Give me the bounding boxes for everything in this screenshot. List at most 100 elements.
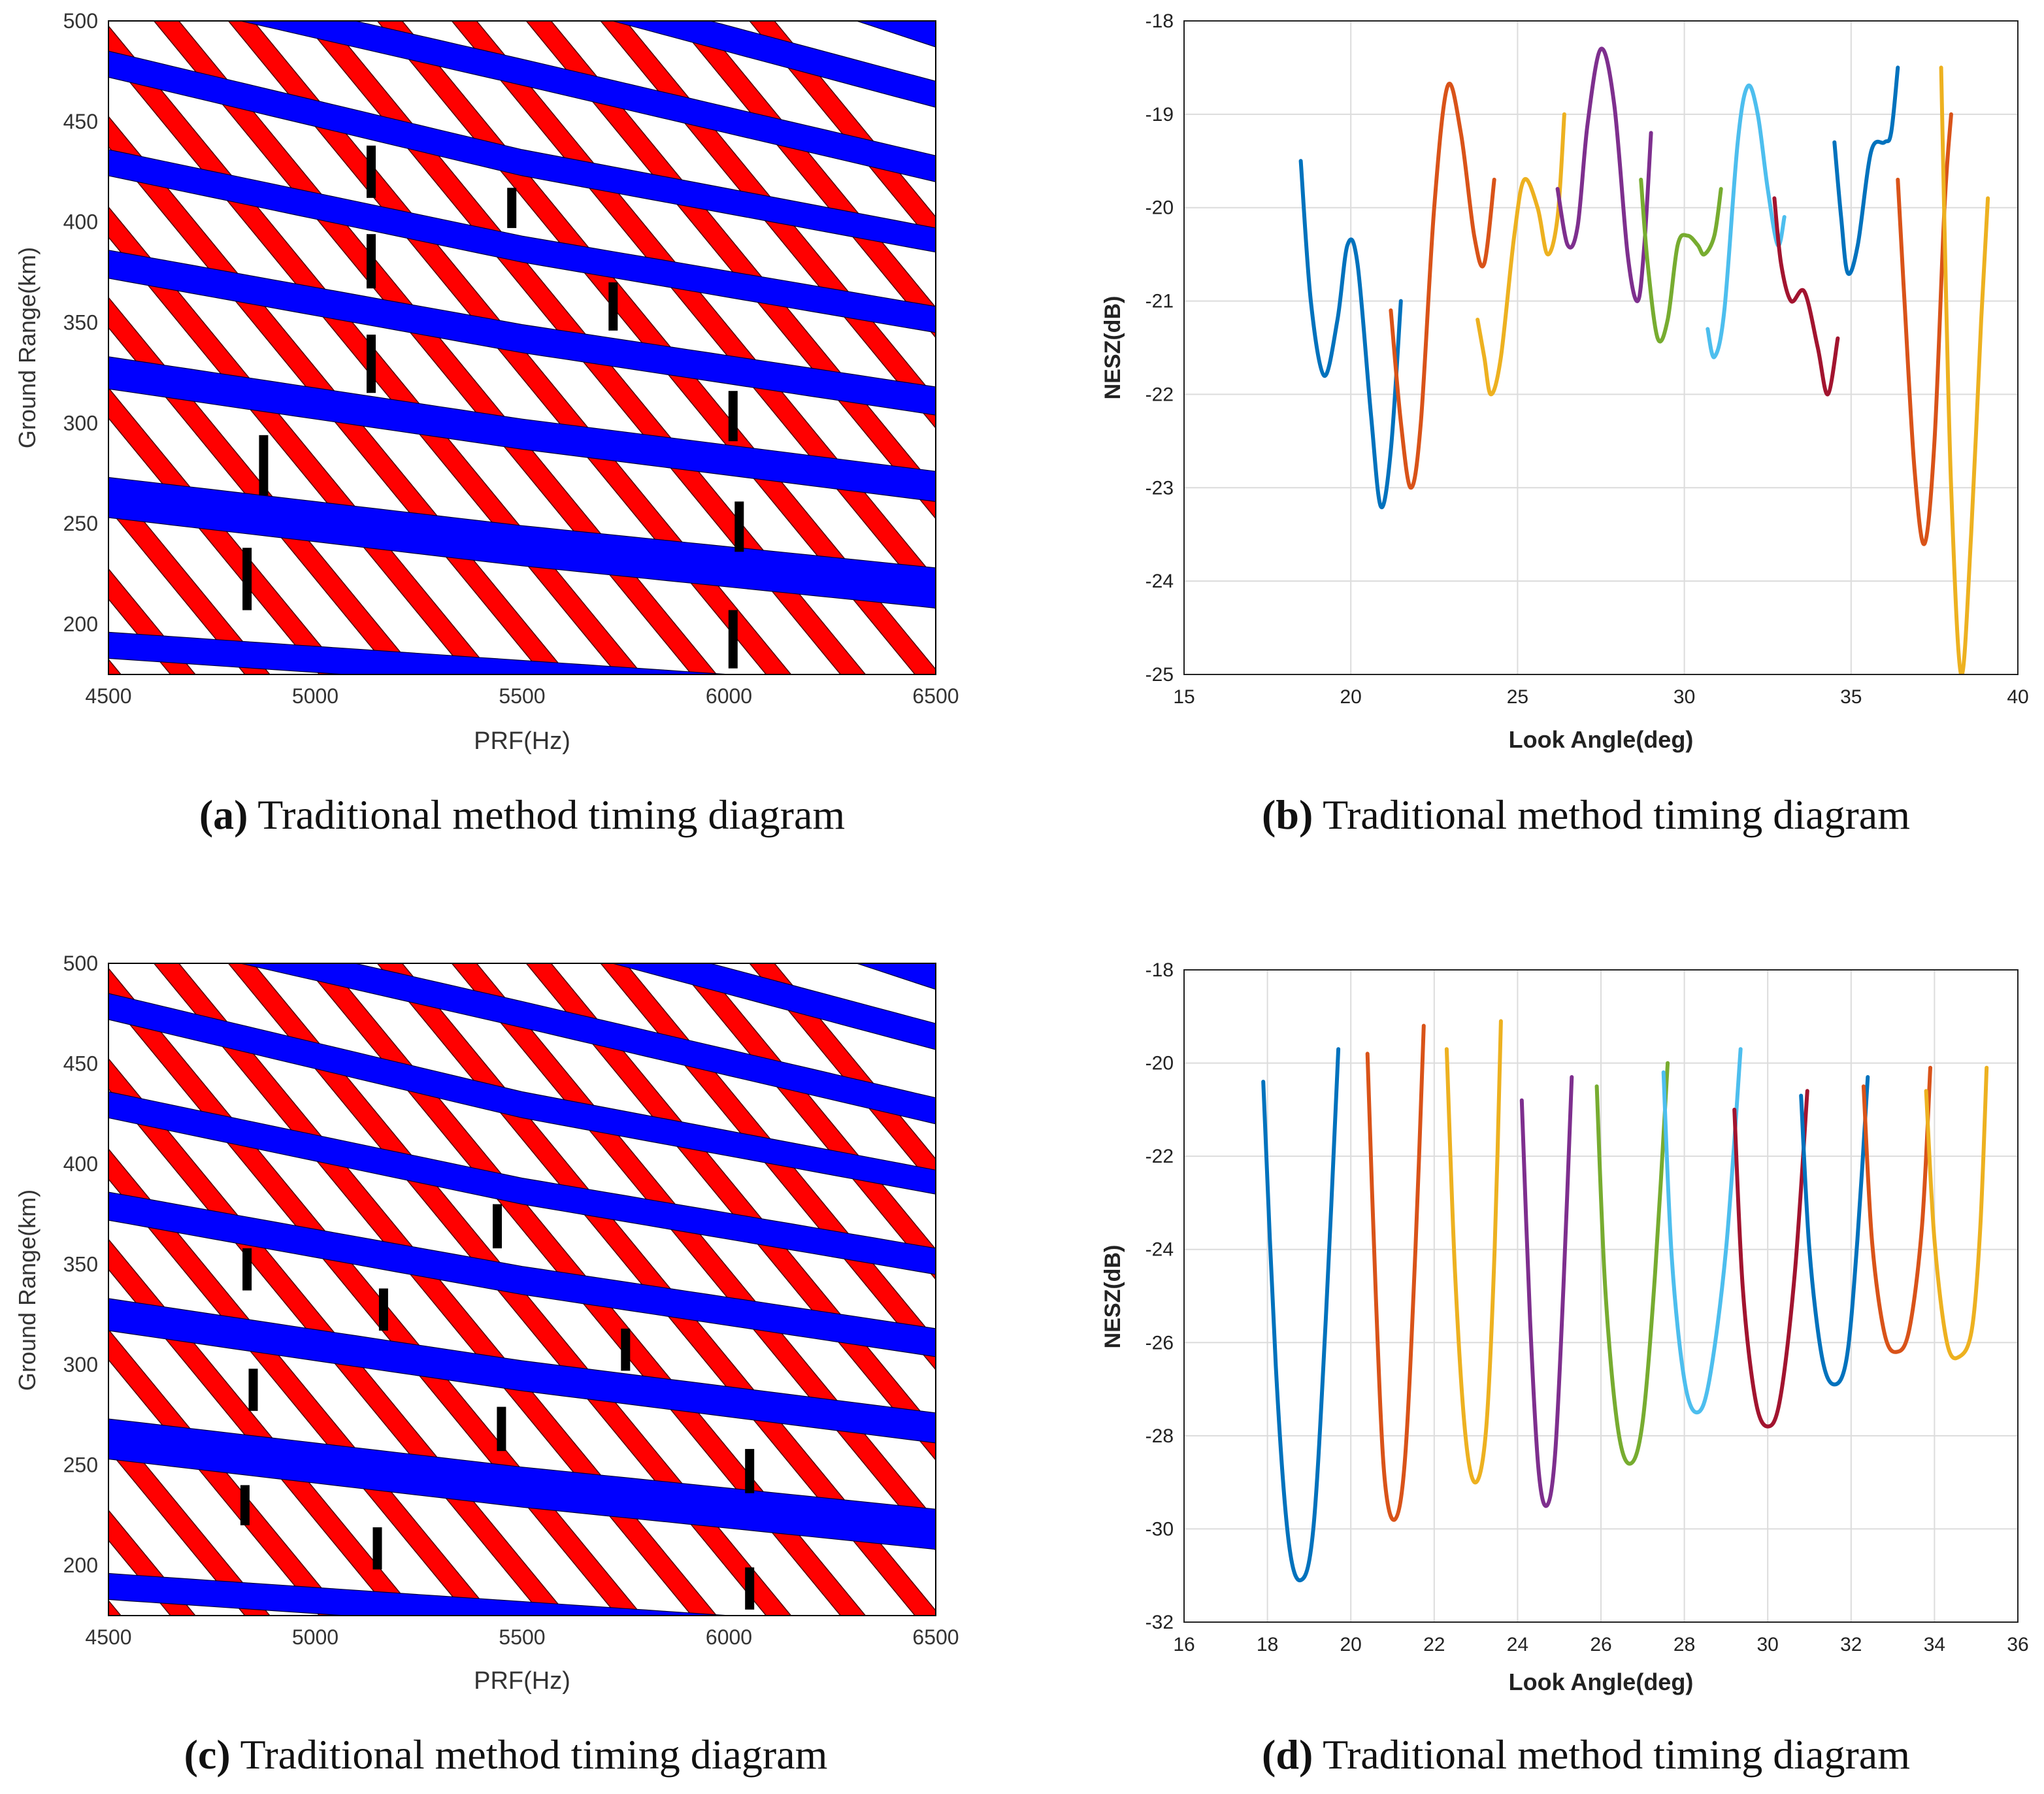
selection-marker-a-5 [367,145,376,198]
x-tick-b-15: 15 [1173,686,1195,708]
selection-marker-c-4 [372,1527,382,1570]
nadir-stripe-a-6 [108,206,494,674]
selection-marker-a-9 [728,391,738,442]
x-axis-label-d: Look Angle(deg) [1509,1669,1694,1695]
nadir-stripe-c-8 [108,967,643,1616]
series-d-beam-8 [1799,1075,1870,1387]
y-tick-b--24: -24 [1146,571,1174,592]
eclipse-band-c-6 [108,993,936,1195]
x-tick-d-20: 20 [1340,1634,1362,1655]
caption-b: (b) Traditional method timing diagram [1262,791,1910,838]
series-d [1261,1019,1989,1583]
y-tick-c-400: 400 [63,1152,98,1176]
axes-frame-d [1183,969,2019,1623]
y-tick-d--26: -26 [1146,1332,1174,1354]
y-tick-b--20: -20 [1146,197,1174,219]
x-tick-c-6500: 6500 [912,1625,959,1649]
selection-marker-c-8 [621,1328,631,1371]
series-d-beam-10 [1924,1065,1989,1361]
caption-letter-a: (a) [199,791,248,838]
x-axis-label-c: PRF(Hz) [474,1667,570,1695]
plot-area-b [1184,21,2018,674]
series-b-beam-1 [1298,159,1403,510]
selection-marker-a-1 [242,548,252,610]
eclipse-band-a-8 [610,21,936,108]
y-tick-d--32: -32 [1146,1612,1174,1633]
eclipse-band-a-9 [855,21,936,48]
nadir-stripe-a-9 [153,21,717,674]
series-b-beam-10 [1939,65,1990,674]
y-tick-c-300: 300 [63,1353,98,1376]
nadir-stripe-a-1 [108,658,122,674]
x-tick-d-34: 34 [1924,1634,1945,1655]
selection-marker-a-7 [608,282,618,331]
nadir-stripe-a-2 [108,568,196,674]
eclipse-band-c-8 [610,963,936,1050]
x-tick-a-5000: 5000 [292,684,338,708]
x-tick-d-22: 22 [1423,1634,1445,1655]
x-tick-a-6000: 6000 [706,684,752,708]
selection-marker-c-9 [745,1449,755,1493]
y-tick-a-450: 450 [63,110,98,133]
series-d-beam-3 [1444,1019,1503,1485]
eclipse-band-a-5 [108,149,936,333]
eclipse-band-a-1 [108,631,735,674]
nadir-stripe-c-3 [108,1419,271,1616]
x-tick-c-5500: 5500 [499,1625,545,1649]
nadir-stripe-a-16 [674,21,936,339]
series-d-beam-6 [1661,1047,1743,1415]
ticks-c: 4500 5000 5500 6000 6500 200 250 300 350 400 450 50… [63,952,959,1649]
caption-letter-d: (d) [1262,1731,1313,1778]
panel-b: 15 20 25 30 35 40 -25 -24 -23 -22 -21 -20 -19 -18 Loo… [1100,10,2029,838]
x-axis-label-b: Look Angle(deg) [1509,726,1694,753]
caption-d: (d) Traditional method timing diagram [1262,1731,1910,1778]
series-b-beam-4 [1555,46,1653,303]
nadir-stripe-c-9 [153,963,717,1616]
caption-text-b: Traditional method timing diagram [1323,791,1910,838]
y-tick-c-250: 250 [63,1453,98,1477]
series-b-beam-8 [1832,65,1900,276]
selection-marker-a-2 [259,435,269,496]
ticks-b: 15 20 25 30 35 40 -25 -24 -23 -22 -21 -20 -19 -18 [1146,10,2029,708]
series-b-beam-5 [1639,177,1723,344]
x-tick-d-36: 36 [2007,1634,2028,1655]
eclipse-band-a-3 [108,356,936,503]
eclipse-band-a-2 [108,476,936,609]
eclipse-band-c-9 [855,963,936,990]
x-tick-a-4500: 4500 [85,684,131,708]
nadir-stripe-c-16 [674,963,936,1280]
eclipse-band-c-7 [239,963,936,1125]
x-tick-b-30: 30 [1673,686,1695,708]
x-tick-c-4500: 4500 [85,1625,131,1649]
y-tick-d--24: -24 [1146,1239,1174,1261]
y-tick-a-500: 500 [63,9,98,33]
y-tick-b--23: -23 [1146,477,1174,499]
x-tick-a-6500: 6500 [912,684,959,708]
eclipse-band-c-4 [108,1191,936,1357]
selection-marker-a-8 [728,610,738,669]
series-b-beam-7 [1772,196,1840,397]
y-axis-label-d: NESZ(dB) [1100,1245,1125,1349]
y-tick-a-400: 400 [63,210,98,234]
y-axis-label-a: Ground Range(km) [14,247,41,448]
y-tick-d--22: -22 [1146,1146,1174,1167]
axes-frame-a [108,20,936,675]
series-d-beam-9 [1861,1065,1932,1354]
y-tick-b--21: -21 [1146,291,1174,312]
eclipse-band-c-1 [108,1572,735,1616]
series-b [1298,46,1990,674]
ticks-a: 4500 5000 5500 6000 6500 200 250 300 350 400 450 50… [63,9,959,708]
eclipse-band-a-7 [239,21,936,182]
x-axis-label-a: PRF(Hz) [474,727,570,755]
eclipse-band-a-6 [108,50,936,253]
nadir-stripe-c-6 [108,1148,494,1616]
y-axis-label-c: Ground Range(km) [14,1189,41,1391]
series-d-beam-2 [1365,1023,1426,1522]
caption-letter-b: (b) [1262,791,1313,838]
selection-marker-c-1 [240,1485,250,1525]
nadir-stripe-a-3 [108,477,271,674]
eclipse-band-c-2 [108,1418,936,1550]
y-tick-a-250: 250 [63,512,98,535]
x-tick-d-30: 30 [1757,1634,1779,1655]
